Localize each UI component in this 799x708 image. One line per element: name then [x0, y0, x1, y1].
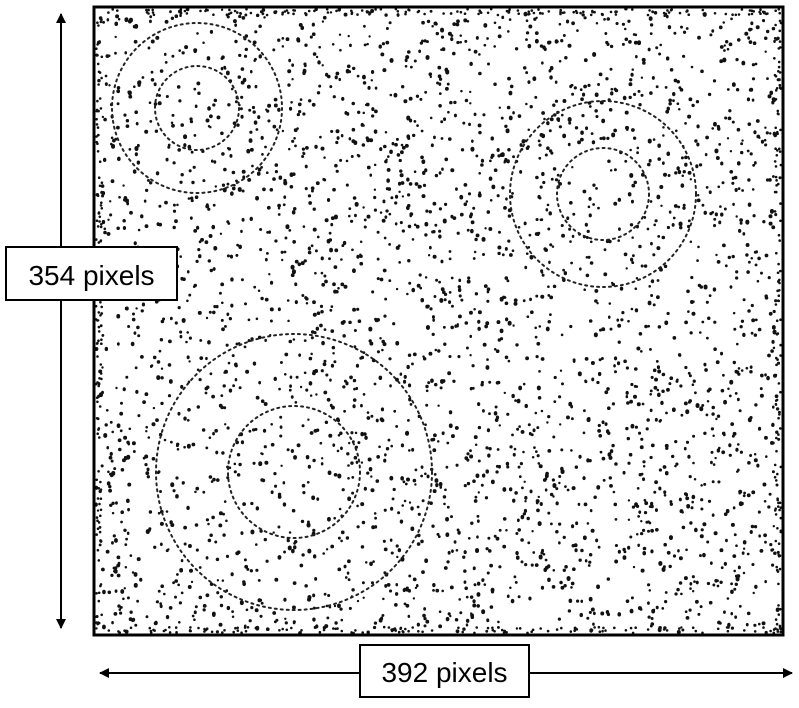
circle-group-bottom-left	[155, 333, 433, 611]
circle-group-right-outer-circle	[509, 100, 697, 288]
circle-group-right	[509, 100, 697, 288]
height-label-text: 354 pixels	[28, 260, 154, 291]
circle-group-top-left-inner-circle	[154, 65, 240, 151]
image-frame	[92, 5, 785, 637]
width-label: 392 pixels	[359, 644, 530, 698]
height-label-box	[5, 246, 178, 301]
random-dots	[94, 6, 783, 635]
circle-group-top-left	[111, 22, 283, 194]
width-label-text: 392 pixels	[381, 657, 507, 688]
circle-group-bottom-left-outer-circle	[155, 333, 433, 611]
circle-group-bottom-left-inner-circle	[227, 405, 361, 539]
dot-field	[94, 6, 783, 635]
circle-group-right-inner-circle	[556, 147, 650, 241]
circle-layer	[111, 22, 697, 611]
circle-group-top-left-outer-circle	[111, 22, 283, 194]
width-label-box	[359, 644, 530, 698]
height-label: 354 pixels	[5, 246, 178, 301]
